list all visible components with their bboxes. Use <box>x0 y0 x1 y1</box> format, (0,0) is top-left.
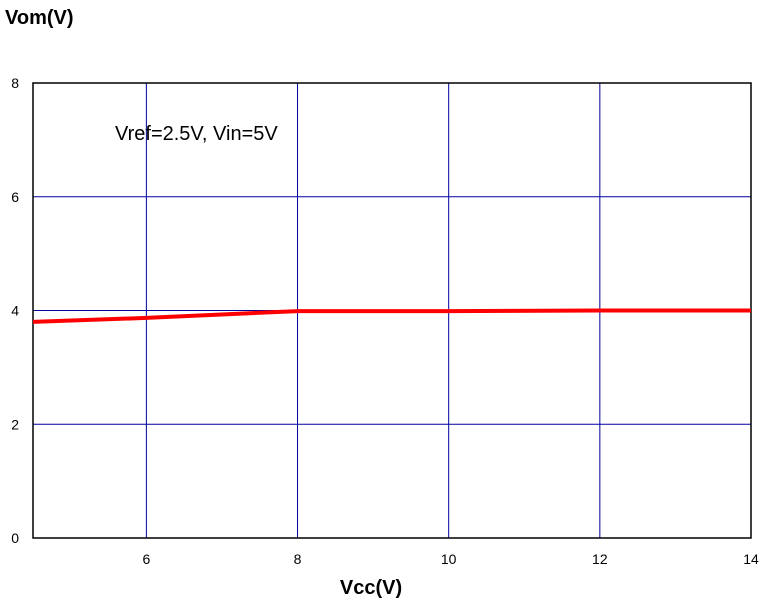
x-tick-label: 12 <box>592 551 608 567</box>
series-layer <box>32 308 751 324</box>
y-tick-label: 4 <box>11 303 19 319</box>
y-tick-label: 6 <box>11 189 19 205</box>
tick-labels: 6 8 10 12 14 0 2 4 6 8 <box>11 75 759 567</box>
y-tick-label: 2 <box>11 416 19 432</box>
y-tick-label: 8 <box>11 75 19 91</box>
series-line <box>32 308 751 324</box>
condition-annotation: Vref=2.5V, Vin=5V <box>115 123 278 145</box>
y-tick-label: 0 <box>11 530 19 546</box>
x-tick-label: 6 <box>142 551 150 567</box>
x-tick-label: 10 <box>441 551 457 567</box>
x-tick-label: 14 <box>743 551 759 567</box>
y-axis-title: Vom(V) <box>5 7 74 29</box>
x-tick-label: 8 <box>294 551 302 567</box>
x-axis-title: Vcc(V) <box>340 577 402 599</box>
